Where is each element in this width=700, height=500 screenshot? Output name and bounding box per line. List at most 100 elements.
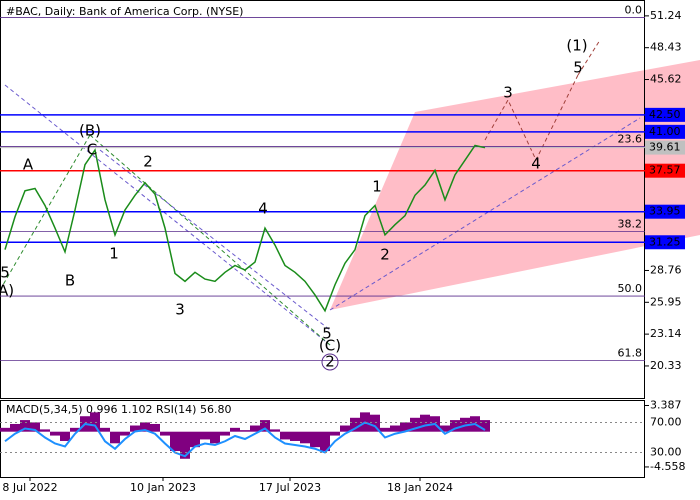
macd-bar — [280, 431, 290, 440]
macd-bar — [320, 431, 330, 452]
level-label: 41.00 — [649, 125, 681, 138]
wave-label: 2 — [325, 353, 335, 371]
wave-label: 3 — [503, 84, 513, 102]
level-box — [645, 124, 685, 139]
macd-bar — [20, 420, 30, 432]
circle-mark — [321, 353, 339, 371]
y-tick-label: 23.14 — [650, 327, 682, 340]
chart-title: #BAC, Daily: Bank of America Corp. (NYSE… — [6, 5, 243, 18]
wave-label: A) — [0, 282, 14, 300]
macd-bar — [420, 414, 430, 432]
y-tick-label: 51.24 — [650, 9, 682, 22]
dashed-line — [4, 84, 331, 346]
x-tick-label: 18 Jan 2024 — [387, 481, 453, 494]
rsi-tick-label: 70.00 — [650, 416, 682, 429]
macd-bar — [60, 431, 70, 441]
wave-label: 4 — [258, 200, 268, 218]
projections — [0, 39, 641, 346]
level-box — [645, 107, 685, 122]
macd-bar — [370, 414, 380, 432]
level-label: 33.95 — [649, 205, 681, 218]
fib-label: 0.0 — [625, 3, 643, 16]
x-tick-label: 17 Jul 2023 — [259, 481, 321, 494]
macd-bar — [160, 431, 170, 436]
price-line — [4, 144, 486, 313]
wave-label: 5 — [573, 59, 583, 77]
channel — [330, 60, 700, 310]
macd-bar — [400, 422, 410, 432]
fib-label: 50.0 — [618, 282, 643, 295]
macd-bar — [330, 431, 340, 436]
macd-bar — [10, 423, 20, 432]
macd-bar — [150, 423, 160, 432]
y-tick-label: 20.33 — [650, 359, 682, 372]
wave-label: (C) — [319, 337, 341, 355]
macd-bar — [440, 425, 450, 432]
macd-bar — [340, 425, 350, 432]
macd-bar — [210, 431, 220, 444]
wave-label: 2 — [380, 246, 390, 264]
macd-bar — [480, 420, 490, 432]
macd-bar — [250, 425, 260, 432]
wave-label: 5 — [0, 264, 10, 282]
macd-bar — [300, 431, 310, 444]
fib-label: 61.8 — [618, 347, 643, 360]
wave-label: A — [23, 156, 34, 174]
wave-label: 3 — [175, 301, 185, 319]
macd-bar — [70, 427, 80, 432]
wave-label: 1 — [372, 178, 382, 196]
level-label: 42.50 — [649, 108, 681, 121]
level-box — [645, 163, 685, 178]
wave-label: 1 — [109, 245, 119, 263]
level-label: 37.57 — [649, 164, 681, 177]
macd-tick-label: 3.387 — [650, 399, 682, 412]
level-box — [645, 235, 685, 250]
macd-bar — [380, 427, 390, 432]
x-tick-label: 10 Jan 2023 — [130, 481, 196, 494]
fib-label: 23.6 — [618, 133, 643, 146]
fib-label: 38.2 — [618, 218, 643, 231]
macd-bar — [0, 427, 10, 432]
macd-bar — [410, 417, 420, 432]
y-tick-label: 28.76 — [650, 263, 682, 276]
sub-frame — [0, 400, 645, 478]
rsi-tick-label: 30.00 — [650, 446, 682, 459]
level-box — [645, 204, 685, 219]
macd-bar — [450, 420, 460, 432]
wave-label: 4 — [531, 155, 541, 173]
macd-bar — [30, 422, 40, 432]
macd-bar — [100, 427, 110, 432]
macd-bar — [290, 431, 300, 441]
macd-bar — [140, 422, 150, 432]
macd-bar — [50, 431, 60, 436]
last-price-label: 39.61 — [649, 141, 681, 154]
rsi-line — [4, 421, 486, 458]
wave-label: (B) — [79, 122, 101, 140]
y-tick-label: 25.95 — [650, 295, 682, 308]
y-tick-label: 48.43 — [650, 41, 682, 54]
dashed-line — [329, 117, 641, 311]
macd-bar — [40, 429, 50, 432]
macd-bar — [110, 431, 120, 444]
wave-label: B — [65, 272, 75, 290]
macd-bar — [130, 425, 140, 432]
macd-bar — [240, 430, 250, 432]
macd-bar — [190, 431, 200, 448]
dashed-line — [0, 134, 91, 291]
level-label: 31.25 — [649, 235, 681, 248]
x-tick-label: 8 Jul 2022 — [2, 481, 57, 494]
macd-bar — [270, 429, 280, 432]
indicator-label: MACD(5,34,5) 0.996 1.102 RSI(14) 56.80 — [6, 403, 231, 416]
macd-bar — [200, 431, 210, 440]
macd-bar — [390, 425, 400, 432]
wave-label: 2 — [143, 153, 153, 171]
wave-label: C — [87, 141, 97, 159]
macd-tick-label: -4.558 — [650, 460, 685, 473]
dashed-line — [484, 74, 579, 162]
macd-bar — [230, 427, 240, 432]
last-price-box — [645, 140, 685, 155]
macd-bar — [120, 431, 130, 436]
wave-label: 5 — [322, 325, 332, 343]
macd-bar — [310, 431, 320, 448]
